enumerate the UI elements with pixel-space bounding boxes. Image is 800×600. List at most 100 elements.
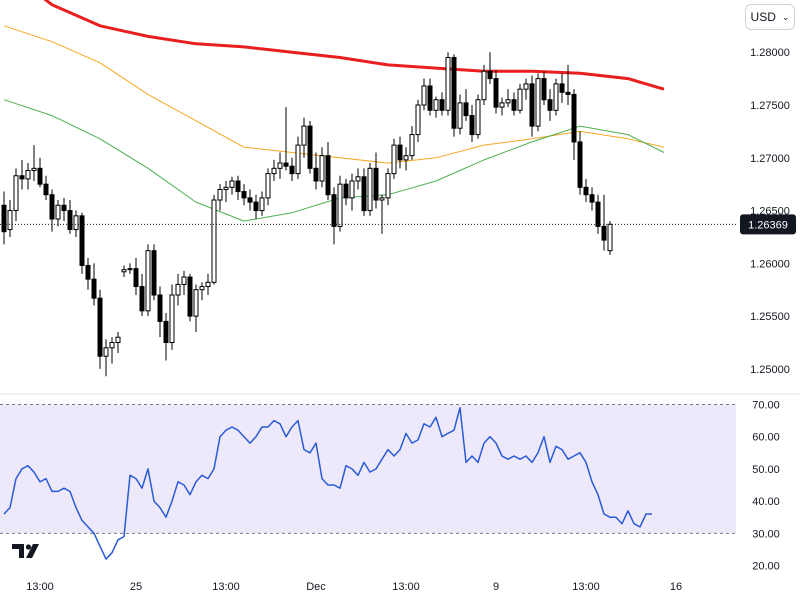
candle	[235, 175, 241, 200]
candle	[487, 52, 493, 84]
candle-body-down	[1, 204, 7, 233]
candle	[151, 244, 157, 301]
candle	[397, 136, 403, 169]
candle-body-down	[511, 99, 517, 111]
candle	[91, 263, 97, 306]
candle	[373, 152, 379, 209]
candle	[253, 194, 259, 219]
candle	[463, 89, 469, 121]
candle	[481, 64, 487, 105]
candle-body-down	[151, 250, 157, 296]
candle	[547, 89, 553, 121]
candle-body-up	[73, 215, 79, 231]
candle-body-up	[523, 83, 529, 90]
candle	[475, 94, 481, 139]
tradingview-logo-icon[interactable]	[10, 541, 44, 561]
candle-body-up	[229, 180, 235, 188]
candle-body-down	[583, 186, 589, 196]
candle-body-up	[199, 286, 205, 291]
price-tick-label: 1.27000	[750, 153, 790, 165]
candle	[85, 258, 91, 290]
candle-body-down	[79, 215, 85, 266]
rsi-tick-label: 60.00	[752, 432, 780, 444]
candle	[271, 159, 277, 181]
candle	[121, 265, 127, 278]
candle-body-up	[181, 276, 187, 285]
candle	[295, 136, 301, 179]
candle	[445, 52, 451, 116]
candle	[337, 175, 343, 232]
candle	[25, 163, 31, 190]
candle	[307, 120, 313, 174]
candle	[355, 168, 361, 190]
candle	[109, 337, 115, 364]
candle	[79, 212, 85, 274]
candle-body-up	[607, 223, 613, 252]
candle	[157, 286, 163, 338]
candle	[451, 54, 457, 137]
candle-body-up	[109, 342, 115, 349]
candle	[127, 263, 133, 274]
candle-body-up	[13, 175, 19, 212]
candle	[505, 89, 511, 108]
candle-body-down	[469, 115, 475, 136]
candle-body-up	[169, 294, 175, 343]
candle-body-up	[223, 186, 229, 190]
candle-body-up	[379, 197, 385, 201]
candle	[223, 181, 229, 203]
candle	[493, 70, 499, 114]
candle-body-down	[571, 93, 577, 143]
time-tick-label: 13:00	[572, 581, 600, 593]
price-tick-label: 1.27500	[750, 100, 790, 112]
candle	[571, 89, 577, 160]
candle-body-up	[457, 102, 463, 129]
candle-body-up	[481, 70, 487, 101]
candle-body-down	[67, 210, 73, 231]
candle-body-up	[499, 102, 505, 108]
candle-body-down	[61, 204, 67, 212]
currency-button[interactable]: USD ⌄	[745, 4, 795, 30]
candle-body-up	[433, 99, 439, 111]
candle-body-up	[319, 155, 325, 182]
candle-body-down	[589, 194, 595, 203]
candle	[259, 191, 265, 216]
candle-body-down	[187, 276, 193, 317]
candle-body-down	[283, 162, 289, 167]
candle-body-up	[421, 85, 427, 106]
candle-body-up	[205, 281, 211, 288]
candle	[559, 73, 565, 103]
moving-average-line-1	[43, 0, 665, 91]
candle	[367, 163, 373, 216]
candle-body-down	[325, 155, 331, 196]
candle-body-down	[19, 175, 25, 180]
price-axis[interactable]: 1.28000 1.27500 1.27000 1.26500 1.26000 1.255…	[750, 47, 790, 376]
candle-body-up	[475, 99, 481, 136]
candle	[361, 168, 367, 216]
candle-body-down	[157, 294, 163, 322]
candle	[7, 200, 13, 237]
candle	[313, 152, 319, 190]
candle	[1, 191, 7, 245]
rsi-tick-label: 20.00	[752, 561, 780, 573]
candle	[169, 284, 175, 350]
candle-body-down	[541, 78, 547, 101]
price-tick-label: 1.26000	[750, 258, 790, 270]
candle-body-up	[25, 169, 31, 180]
rsi-axis[interactable]: 70.00 60.00 50.00 40.00 30.00 20.00	[752, 399, 780, 572]
time-tick-label: Dec	[306, 581, 326, 593]
candle	[175, 273, 181, 306]
candle	[277, 152, 283, 179]
candle	[565, 64, 571, 105]
candle	[55, 200, 61, 227]
candle	[19, 159, 25, 190]
candle	[385, 168, 391, 206]
candle-body-up	[277, 162, 283, 169]
candle	[37, 157, 43, 188]
candle	[61, 197, 67, 222]
candle-body-down	[91, 278, 97, 299]
candle	[187, 273, 193, 322]
time-tick-label: 9	[493, 581, 499, 593]
candle-body-up	[211, 199, 217, 283]
time-axis[interactable]: 13:00 25 13:00 Dec 13:00 9 13:00 16	[26, 581, 682, 593]
last-price-label: 1.26369	[748, 219, 788, 231]
